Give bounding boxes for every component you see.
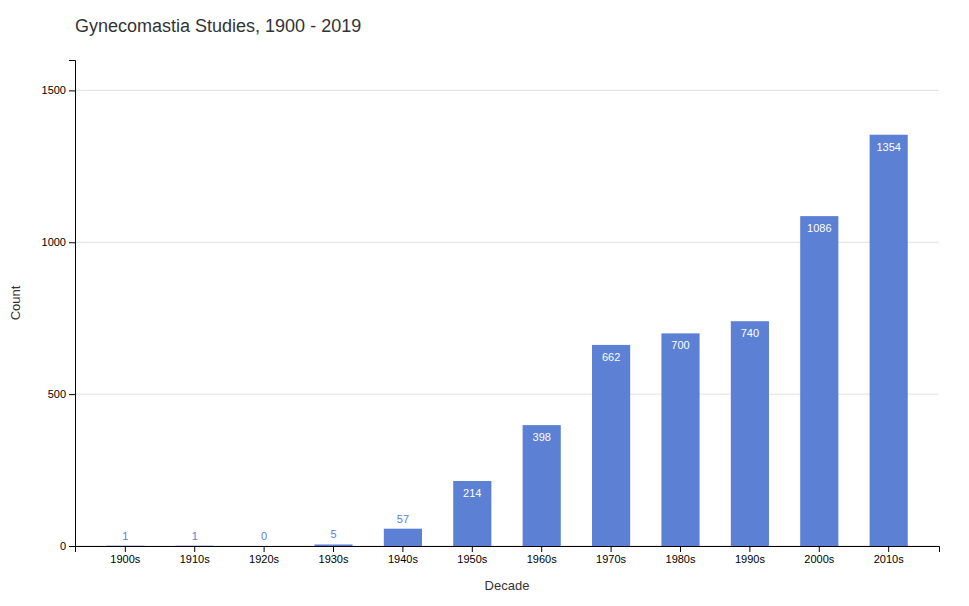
x-tick-mark (541, 546, 542, 552)
y-tick: 0 (60, 540, 75, 552)
y-axis-line (69, 61, 76, 547)
x-tick-label: 1950s (457, 553, 487, 565)
x-tick-label: 1970s (596, 553, 626, 565)
grid (75, 90, 939, 546)
title: Gynecomastia Studies, 1900 - 2019 (75, 16, 361, 36)
bar (870, 135, 908, 546)
x-tick: 1950s (457, 546, 487, 565)
data-label: 700 (671, 339, 689, 351)
x-tick-mark (194, 546, 195, 552)
y-tick-mark (69, 394, 75, 395)
data-label: 5 (330, 528, 336, 540)
bar (523, 425, 561, 546)
bar (176, 545, 214, 546)
data-label: 214 (463, 487, 481, 499)
x-axis-line (76, 547, 940, 553)
x-tick: 1970s (596, 546, 626, 565)
x-tick-mark (611, 546, 612, 552)
bar (661, 333, 699, 546)
data-label: 662 (602, 351, 620, 363)
y-tick-label: 1500 (42, 84, 66, 96)
x-tick: 1900s (110, 546, 140, 565)
x-tick-mark (264, 546, 265, 552)
x-tick-mark (749, 546, 750, 552)
y-tick: 500 (48, 388, 75, 400)
x-tick: 1930s (319, 546, 349, 565)
chart-svg: 0 500 1000 1500 1900s 1910s 1920s 1930s 1940s 195… (0, 0, 969, 606)
data-label: 57 (397, 513, 409, 525)
x-tick-label: 2000s (804, 553, 834, 565)
data-label: 0 (261, 530, 267, 542)
x-tick-label: 1930s (319, 553, 349, 565)
x-tick-mark (680, 546, 681, 552)
bar (453, 481, 491, 546)
y-axis: 0 500 1000 1500 (42, 61, 76, 553)
x-tick-mark (125, 546, 126, 552)
x-tick-label: 1920s (249, 553, 279, 565)
x-tick: 1980s (666, 546, 696, 565)
x-tick-label: 1960s (527, 553, 557, 565)
bar (384, 529, 422, 546)
x-tick-mark (402, 546, 403, 552)
x-tick: 2000s (804, 546, 834, 565)
x-tick: 2010s (874, 546, 904, 565)
x-tick-mark (333, 546, 334, 552)
x-tick: 1960s (527, 546, 557, 565)
data-labels: 1 1 0 5 57 214 398 662 700 740 1086 1354 (122, 141, 901, 542)
x-tick: 1940s (388, 546, 418, 565)
bar (106, 545, 144, 546)
chart-container: 0 500 1000 1500 1900s 1910s 1920s 1930s 1940s 195… (0, 0, 969, 606)
bar (314, 544, 352, 546)
x-tick: 1920s (249, 546, 279, 565)
data-label: 1086 (807, 222, 831, 234)
bars (106, 135, 908, 546)
y-tick-mark (69, 242, 75, 243)
data-label: 740 (741, 327, 759, 339)
x-tick-label: 1940s (388, 553, 418, 565)
x-tick-label: 1980s (666, 553, 696, 565)
x-tick: 1910s (180, 546, 210, 565)
data-label: 1 (122, 530, 128, 542)
bar (592, 345, 630, 546)
x-tick-label: 1900s (110, 553, 140, 565)
bar (800, 216, 838, 546)
y-axis-title: Count (8, 285, 23, 320)
grid-line (75, 90, 939, 91)
y-tick: 1500 (42, 84, 75, 96)
data-label: 1 (192, 530, 198, 542)
x-tick-label: 2010s (874, 553, 904, 565)
data-label: 1354 (876, 141, 900, 153)
x-axis: 1900s 1910s 1920s 1930s 1940s 1950s 1960s 1970s… (76, 546, 940, 565)
bar (731, 321, 769, 546)
x-tick-label: 1910s (180, 553, 210, 565)
x-tick-mark (888, 546, 889, 552)
x-tick: 1990s (735, 546, 765, 565)
x-tick-mark (819, 546, 820, 552)
data-label: 398 (533, 431, 551, 443)
x-tick-mark (472, 546, 473, 552)
y-tick-label: 1000 (42, 236, 66, 248)
y-tick: 1000 (42, 236, 75, 248)
bar (245, 546, 283, 547)
plot: 0 500 1000 1500 1900s 1910s 1920s 1930s 1940s 195… (42, 61, 940, 565)
x-axis-title: Decade (485, 578, 530, 593)
y-tick-label: 0 (60, 540, 66, 552)
y-tick-label: 500 (48, 388, 66, 400)
y-tick-mark (69, 546, 75, 547)
y-tick-mark (69, 90, 75, 91)
x-tick-label: 1990s (735, 553, 765, 565)
